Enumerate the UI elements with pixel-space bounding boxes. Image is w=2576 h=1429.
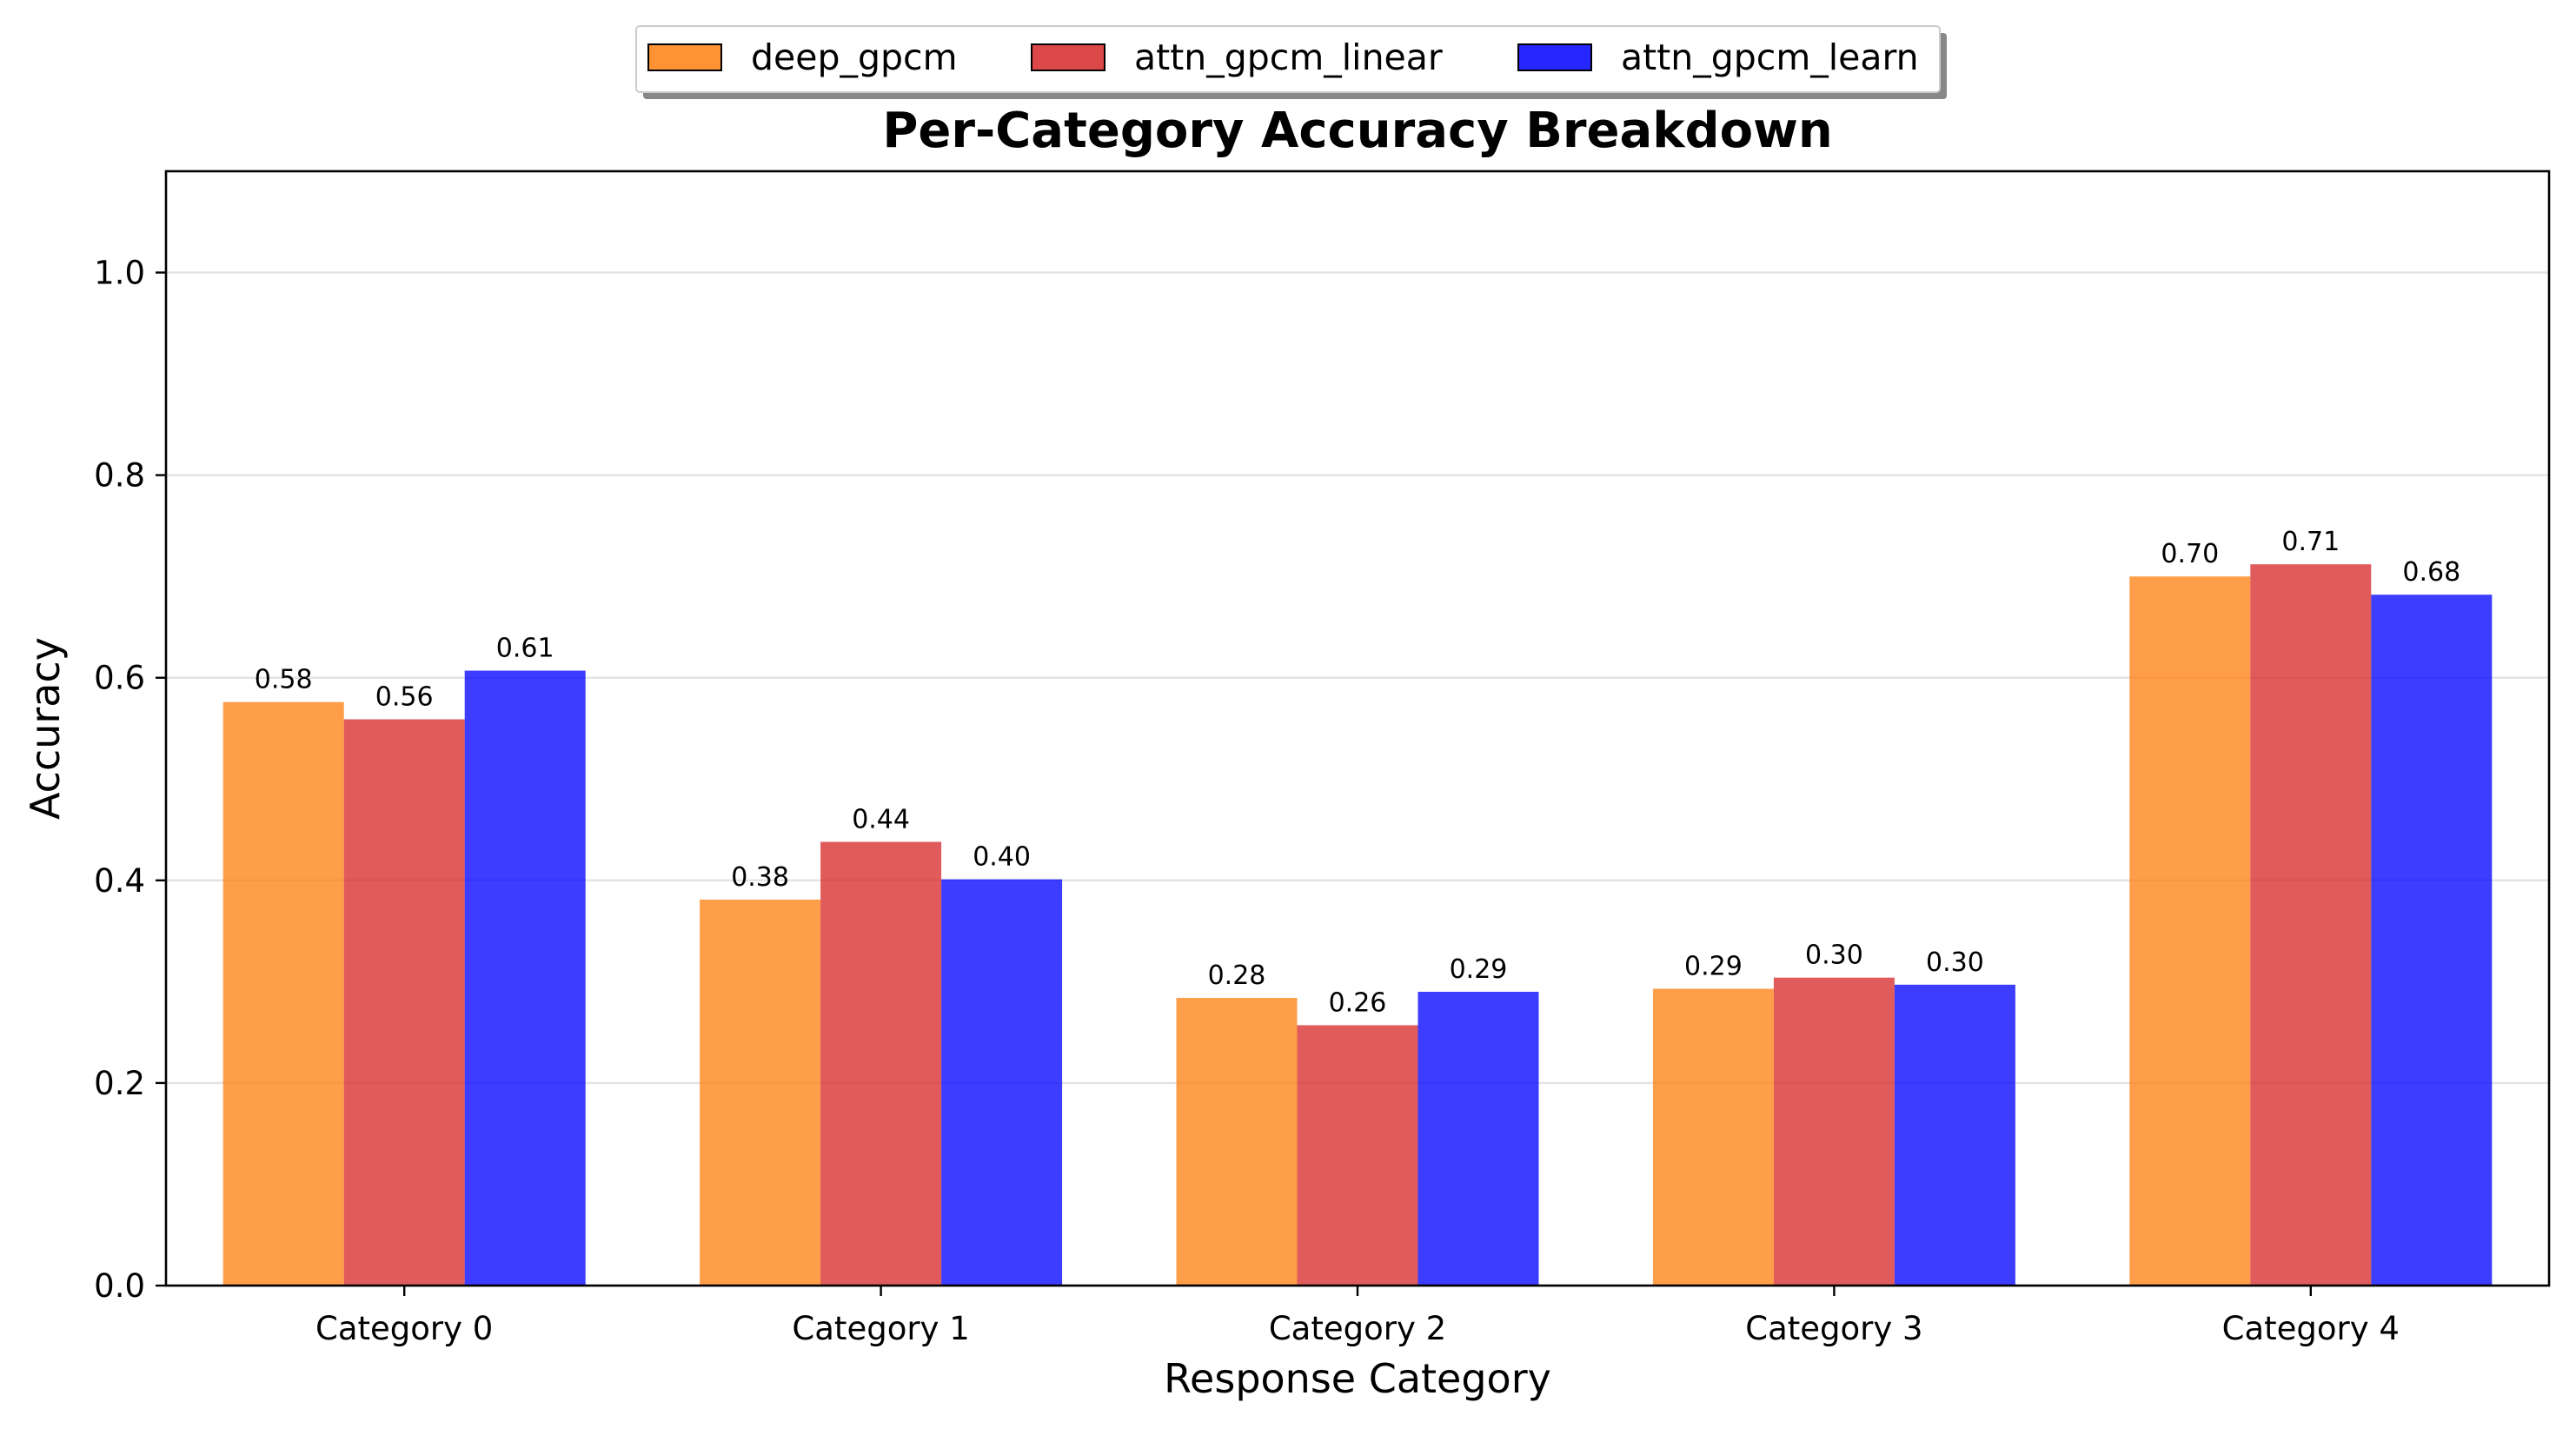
x-tick-label: Category 2 (1269, 1310, 1446, 1347)
bar-attn_gpcm_linear (820, 841, 942, 1286)
x-tick-label: Category 0 (315, 1310, 493, 1347)
bar-deep_gpcm (1176, 998, 1298, 1286)
bar-deep_gpcm (2129, 576, 2251, 1286)
bar-attn_gpcm_learn (1894, 984, 2015, 1286)
data-labels: 0.58 0.56 0.61 0.38 0.44 0.40 0.28 0.26 0.29 0.29… (255, 527, 2460, 1018)
legend-swatch-deep_gpcm (647, 43, 722, 71)
x-tick-label: Category 4 (2222, 1310, 2400, 1347)
bar-value-label: 0.44 (852, 805, 910, 835)
bar-attn_gpcm_linear (343, 719, 465, 1286)
bar-value-label: 0.30 (1805, 940, 1863, 971)
bar-value-label: 0.30 (1926, 947, 1984, 978)
x-tick-label: Category 3 (1745, 1310, 1922, 1347)
legend-label-attn_gpcm_linear: attn_gpcm_linear (1134, 37, 1443, 78)
bar-attn_gpcm_learn (464, 670, 586, 1286)
bar-deep_gpcm (700, 899, 821, 1286)
bar-value-label: 0.29 (1450, 954, 1508, 985)
legend: deep_gpcm attn_gpcm_linear attn_gpcm_learn (635, 25, 1947, 99)
y-tick-label: 0.6 (94, 660, 145, 697)
bar-deep_gpcm (222, 701, 344, 1286)
bar-attn_gpcm_learn (2371, 595, 2493, 1286)
bar-attn_gpcm_linear (1773, 977, 1895, 1286)
bar-value-label: 0.58 (255, 665, 313, 695)
x-axis-title: Response Category (1164, 1355, 1551, 1402)
bar-value-label: 0.68 (2402, 557, 2460, 588)
legend-box (635, 25, 1941, 93)
y-tick-label: 0.8 (94, 457, 145, 495)
y-tick-label: 0.0 (94, 1267, 145, 1305)
legend-swatch-attn_gpcm_learn (1517, 43, 1592, 71)
x-tick-label: Category 1 (792, 1310, 969, 1347)
chart-title: Per-Category Accuracy Breakdown (882, 103, 1832, 159)
bar-attn_gpcm_linear (2250, 564, 2372, 1286)
bar-value-label: 0.70 (2161, 539, 2219, 569)
legend-label-deep_gpcm: deep_gpcm (751, 37, 958, 78)
bar-attn_gpcm_learn (941, 879, 1063, 1286)
bar-value-label: 0.56 (375, 682, 434, 713)
axes: 0.0 0.2 0.4 0.6 0.8 1.0 Category 0 Category 1 Ca… (94, 255, 2400, 1347)
bar-deep_gpcm (1652, 988, 1774, 1286)
legend-label-attn_gpcm_learn: attn_gpcm_learn (1621, 37, 1919, 78)
y-tick-label: 0.4 (94, 862, 145, 900)
y-tick-label: 0.2 (94, 1065, 145, 1102)
bar-value-label: 0.26 (1329, 987, 1387, 1018)
bar-attn_gpcm_linear (1297, 1025, 1418, 1286)
y-axis-title: Accuracy (22, 637, 69, 820)
bar-value-label: 0.61 (496, 634, 554, 664)
y-tick-label: 1.0 (94, 255, 145, 292)
bar-value-label: 0.29 (1684, 952, 1743, 982)
legend-swatch-attn_gpcm_linear (1031, 43, 1105, 71)
bar-value-label: 0.71 (2281, 527, 2340, 557)
bars (222, 564, 2493, 1286)
bar-value-label: 0.28 (1208, 960, 1266, 991)
bar-value-label: 0.40 (973, 842, 1031, 873)
bar-attn_gpcm_learn (1417, 992, 1539, 1286)
bar-value-label: 0.38 (731, 862, 789, 893)
